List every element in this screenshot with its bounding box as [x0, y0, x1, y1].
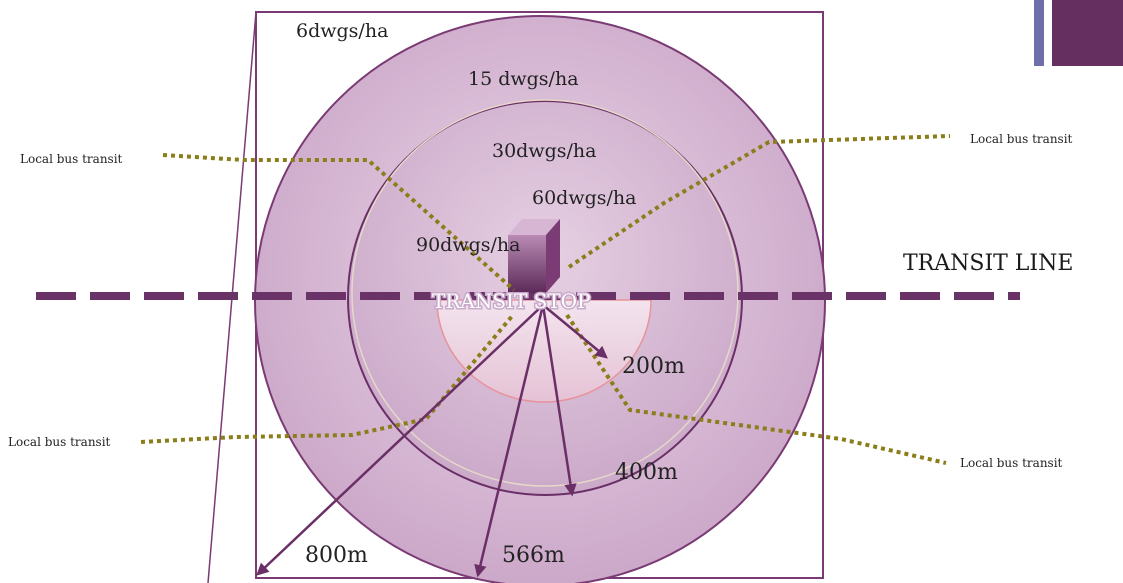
label-bus-top-right: Local bus transit: [970, 132, 1073, 146]
radius-arrow-566m: [474, 304, 545, 578]
bus-route-top-right: [567, 134, 951, 269]
label-bus-top-left: Local bus transit: [20, 152, 123, 166]
label-dist-400: 400m: [615, 460, 678, 485]
walk-200m-zone: [436, 299, 652, 403]
label-dist-800: 800m: [305, 543, 368, 568]
corner-accent-thin: [1034, 0, 1044, 66]
label-transit-line: TRANSIT LINE: [903, 251, 1073, 276]
bus-route-bottom-left: [140, 313, 515, 444]
radius-arrow-800m: [256, 304, 544, 576]
bus-route-bottom-right: [565, 313, 947, 465]
label-bus-bottom-right: Local bus transit: [960, 456, 1063, 470]
label-density-ring3: 30dwgs/ha: [492, 140, 596, 162]
radius-arrow-200m: [542, 304, 608, 359]
transit-stop-cube: [508, 219, 560, 293]
corner-accent-block: [1052, 0, 1123, 66]
label-dist-200: 200m: [622, 354, 685, 379]
label-density-ring2: 15 dwgs/ha: [468, 68, 579, 90]
bus-route-top-left: [162, 153, 516, 292]
label-transit-stop: TRANSIT STOP: [432, 289, 591, 313]
radius-arrow-400m: [541, 304, 577, 497]
label-dist-566: 566m: [502, 543, 565, 568]
label-density-core: 90dwgs/ha: [416, 234, 520, 256]
label-density-outer: 6dwgs/ha: [296, 20, 388, 42]
label-bus-bottom-left: Local bus transit: [8, 435, 111, 449]
label-density-ring4: 60dwgs/ha: [532, 187, 636, 209]
